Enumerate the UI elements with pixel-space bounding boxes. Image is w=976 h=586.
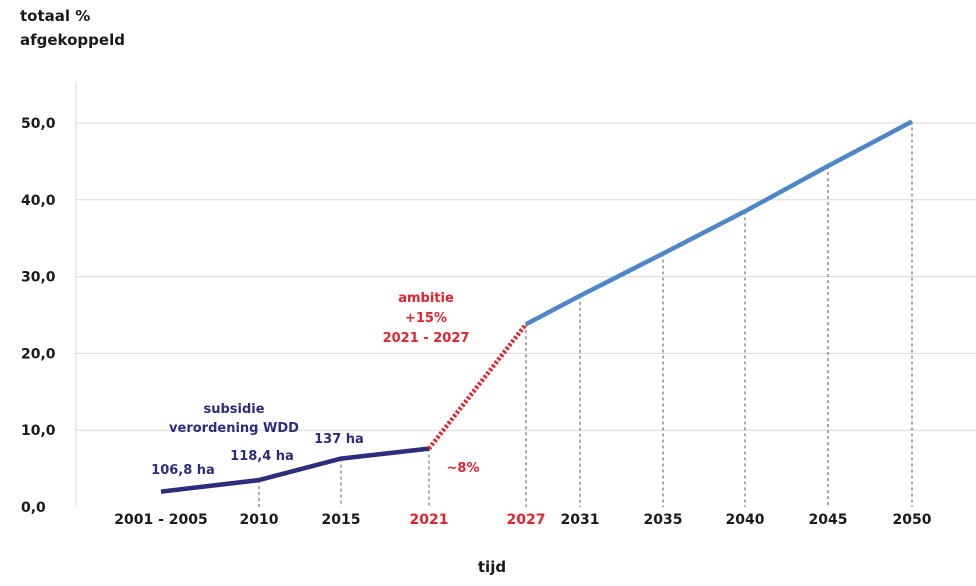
- gridlines: [76, 122, 976, 431]
- data-annotation: 137 ha: [314, 432, 364, 447]
- annotations: 106,8 ha 118,4 ha 137 ha subsidie verordenin…: [151, 291, 479, 478]
- series-line-2: [524, 119, 914, 327]
- y-tick-label: 40,0: [21, 193, 56, 209]
- x-tick-label: 2010: [240, 512, 279, 528]
- series-line-1: [427, 322, 528, 450]
- y-axis-title-line-2: afgekoppeld: [20, 31, 125, 49]
- x-tick-label: 2027: [507, 512, 546, 528]
- data-annotation: ~8%: [447, 461, 480, 476]
- data-annotation: verordening WDD: [169, 421, 299, 436]
- x-tick-label: 2001 - 2005: [114, 512, 208, 528]
- x-tick-label: 2050: [893, 512, 932, 528]
- data-annotation: +15%: [405, 311, 447, 326]
- data-annotation: 118,4 ha: [230, 449, 294, 464]
- y-tick-label: 20,0: [21, 346, 56, 362]
- y-tick-label: 0,0: [21, 500, 46, 516]
- x-tick-label: 2045: [809, 512, 848, 528]
- x-tick-label: 2031: [561, 512, 600, 528]
- data-annotation: ambitie: [398, 291, 454, 306]
- vertical-guides: [258, 121, 913, 507]
- data-annotation: subsidie: [203, 402, 264, 417]
- x-tick-label: 2035: [644, 512, 683, 528]
- x-tick-label: 2040: [726, 512, 765, 528]
- series-line-0: [160, 446, 430, 494]
- y-tick-label: 10,0: [21, 423, 56, 439]
- y-tick-labels: 0,0 10,0 20,0 30,0 40,0 50,0: [21, 116, 56, 516]
- x-tick-labels: 2001 - 2005 2010 2015 2021 2027 2031 2035 2040 2…: [114, 512, 931, 528]
- data-annotation: 2021 - 2027: [383, 331, 470, 346]
- series-lines: [160, 119, 914, 494]
- x-axis-title: tijd: [478, 558, 506, 576]
- data-annotation: 106,8 ha: [151, 463, 215, 478]
- x-tick-label: 2021: [410, 512, 449, 528]
- y-axis-title-line-1: totaal %: [20, 7, 90, 25]
- y-tick-label: 50,0: [21, 116, 56, 132]
- x-tick-label: 2015: [322, 512, 361, 528]
- y-tick-label: 30,0: [21, 270, 56, 286]
